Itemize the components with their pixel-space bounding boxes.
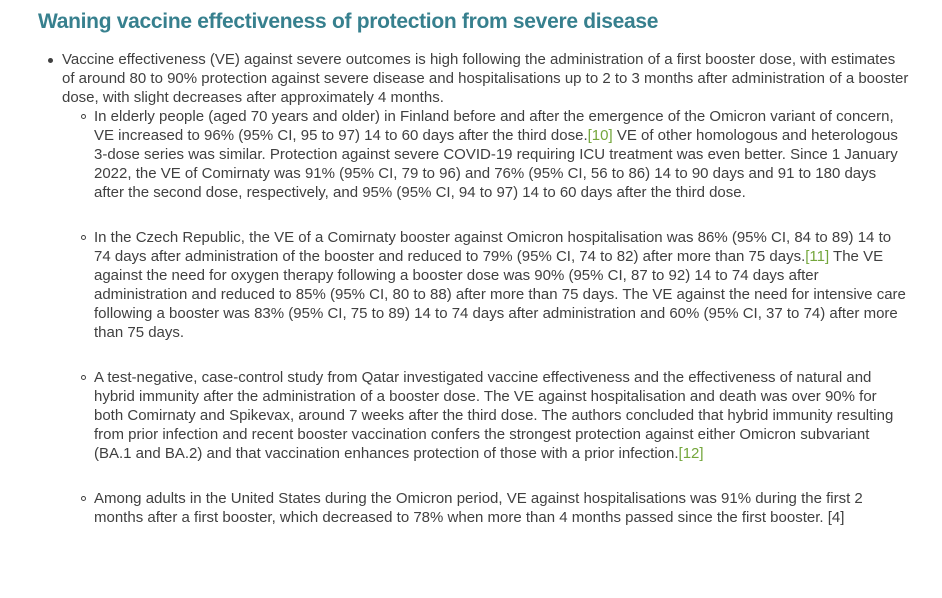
list-item-qatar: A test-negative, case-control study from… xyxy=(62,368,910,463)
united-states-paragraph: Among adults in the United States during… xyxy=(94,489,910,527)
reference-link-12[interactable]: [12] xyxy=(678,445,704,462)
paragraph-segment: Among adults in the United States during… xyxy=(94,490,863,526)
article-page: Waning vaccine effectiveness of protecti… xyxy=(38,10,910,527)
sub-bullet-list: In elderly people (aged 70 years and old… xyxy=(62,107,910,527)
page-title: Waning vaccine effectiveness of protecti… xyxy=(38,10,659,33)
paragraph-segment: A test-negative, case-control study from… xyxy=(94,369,894,462)
list-item-intro: Vaccine effectiveness (VE) against sever… xyxy=(38,50,910,527)
paragraph-segment: VE of other homologous and heterologous … xyxy=(94,127,898,201)
circle-bullet-icon xyxy=(81,375,86,380)
paragraph-segment: The VE against the need for oxygen thera… xyxy=(94,248,906,341)
intro-body: Vaccine effectiveness (VE) against sever… xyxy=(62,50,910,527)
finland-paragraph: In elderly people (aged 70 years and old… xyxy=(94,107,910,202)
reference-link-11[interactable]: [11] xyxy=(805,248,830,265)
paragraph-segment: In the Czech Republic, the VE of a Comir… xyxy=(94,229,892,265)
circle-bullet-icon xyxy=(81,114,86,119)
circle-bullet-icon xyxy=(81,496,86,501)
czech-paragraph: In the Czech Republic, the VE of a Comir… xyxy=(94,228,910,342)
list-item-finland: In elderly people (aged 70 years and old… xyxy=(62,107,910,202)
list-item-czech-republic: In the Czech Republic, the VE of a Comir… xyxy=(62,228,910,342)
intro-paragraph: Vaccine effectiveness (VE) against sever… xyxy=(62,51,909,106)
qatar-paragraph: A test-negative, case-control study from… xyxy=(94,368,910,463)
circle-bullet-icon xyxy=(81,235,86,240)
paragraph-segment: In elderly people (aged 70 years and old… xyxy=(94,108,894,144)
bullet-list: Vaccine effectiveness (VE) against sever… xyxy=(38,50,910,527)
bullet-icon xyxy=(48,58,53,63)
reference-link-10[interactable]: [10] xyxy=(587,127,613,144)
list-item-united-states: Among adults in the United States during… xyxy=(62,489,910,527)
